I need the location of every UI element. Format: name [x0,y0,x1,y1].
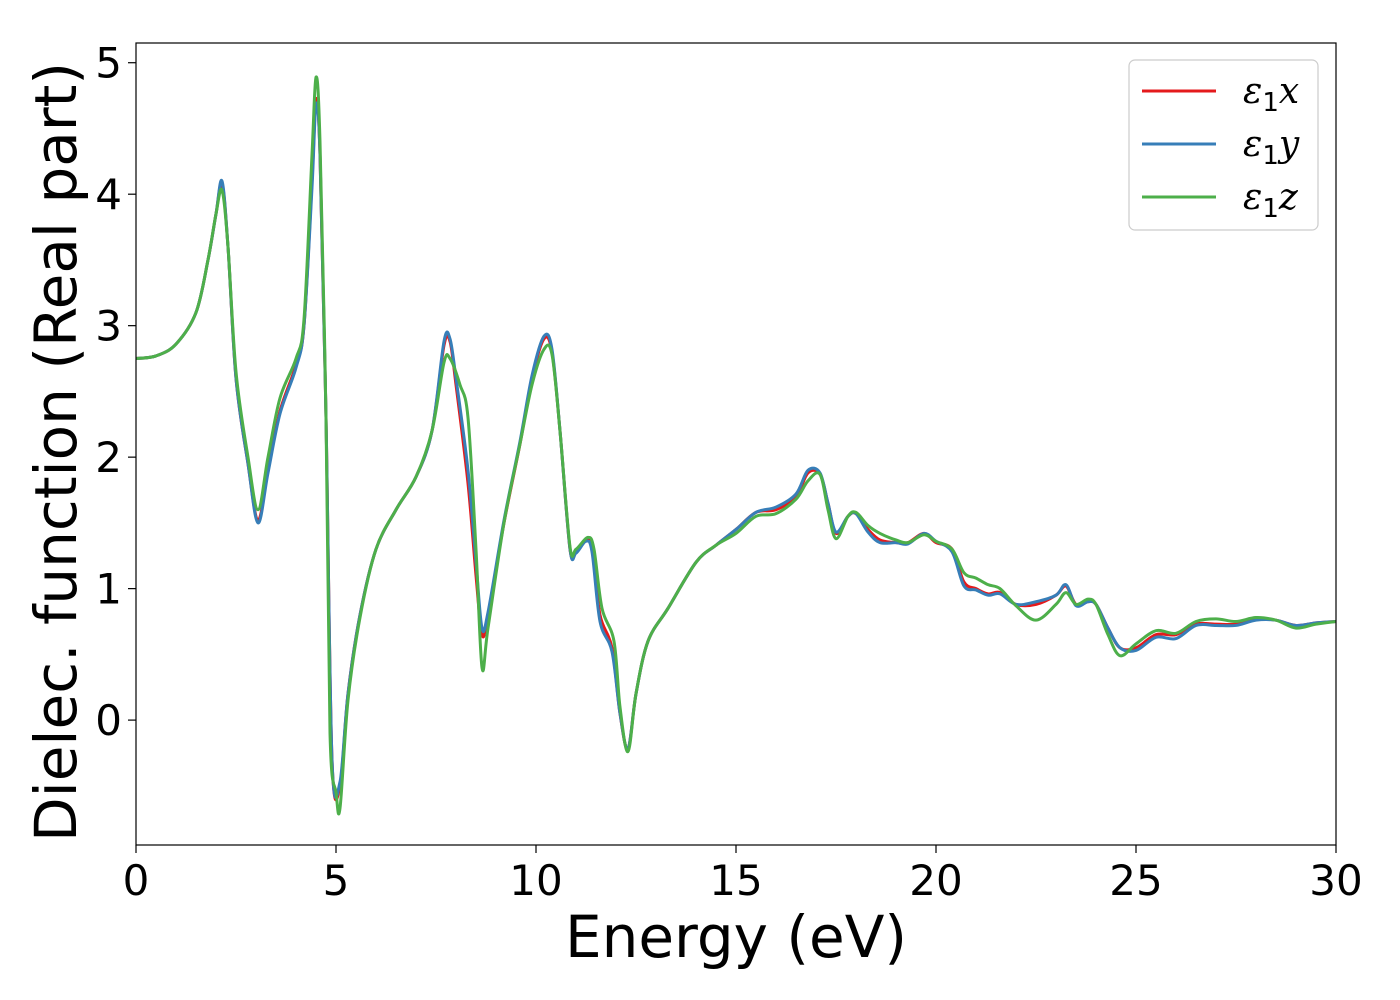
y-tick-label: 4 [95,170,122,219]
legend-label-z: ε1z [1243,177,1299,224]
series-line-y [136,101,1336,800]
x-tick-label: 30 [1309,856,1362,905]
x-tick-label: 5 [323,856,350,905]
y-tick-label: 5 [95,39,122,88]
x-tick-label: 20 [909,856,962,905]
legend-label-x: ε1x [1243,71,1299,118]
y-tick-label: 1 [95,565,122,614]
y-axis-ticks: 0 1 2 3 4 5 [95,39,136,745]
x-tick-label: 25 [1109,856,1162,905]
legend: ε1x ε1y ε1z [1128,59,1319,231]
legend-label-y: ε1y [1243,124,1300,171]
y-axis-title: Dielec. function (Real part) [22,62,90,842]
series-layer [136,75,1336,816]
series-line-z [136,75,1336,816]
y-tick-label: 2 [95,433,122,482]
x-axis-ticks: 0 5 10 15 20 25 30 [123,845,1363,905]
x-axis-title: Energy (eV) [565,903,907,971]
y-tick-label: 0 [95,696,122,745]
legend-box [1128,59,1319,231]
y-tick-label: 3 [95,302,122,351]
x-tick-label: 0 [123,856,150,905]
x-tick-label: 10 [509,856,562,905]
x-tick-label: 15 [709,856,762,905]
